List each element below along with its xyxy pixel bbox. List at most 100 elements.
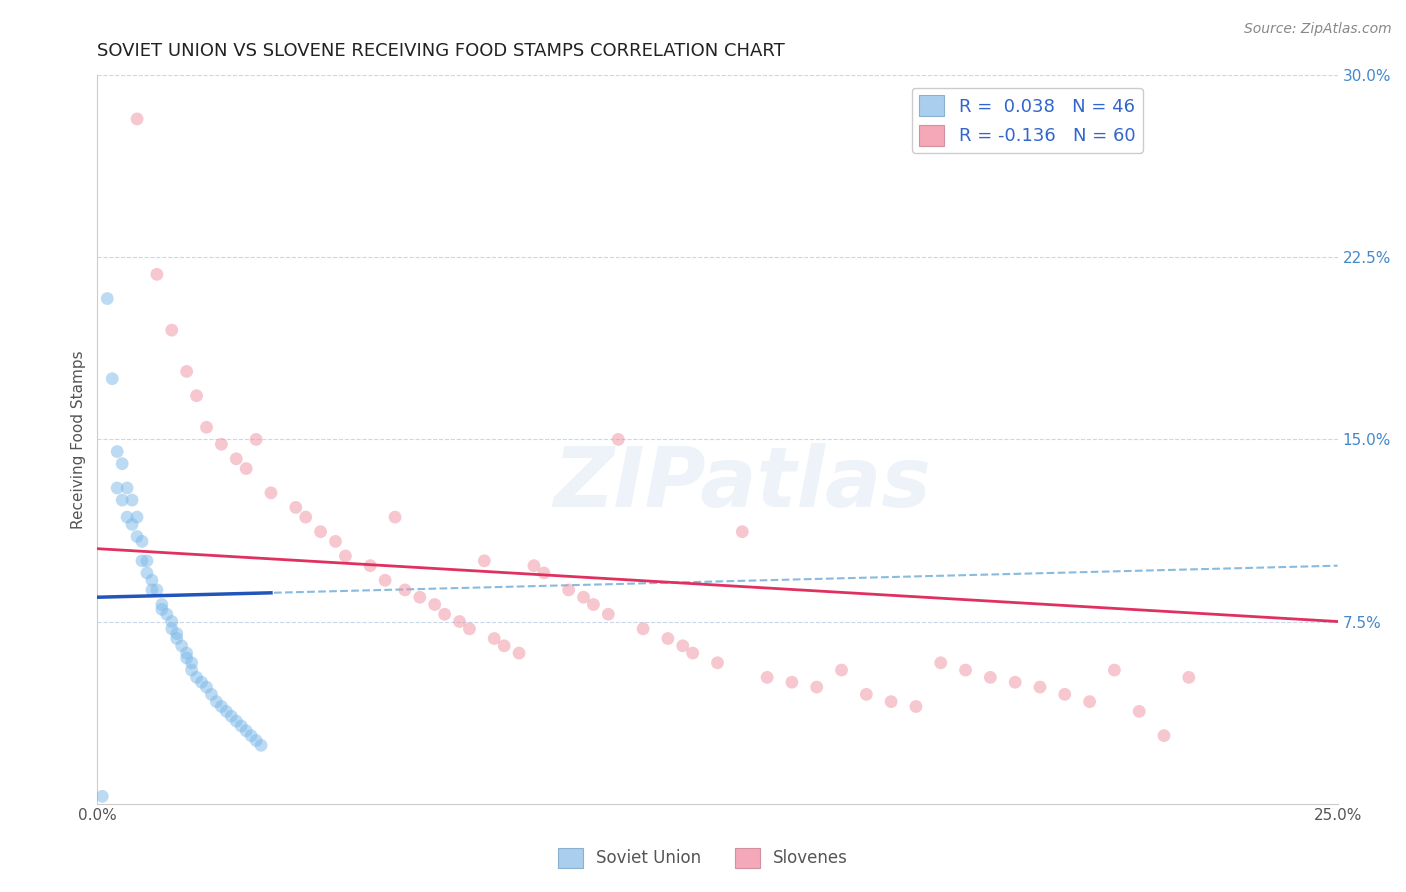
Point <box>176 364 198 378</box>
Y-axis label: Receiving Food Stamps: Receiving Food Stamps <box>72 350 86 529</box>
Point <box>657 632 679 646</box>
Point <box>141 573 163 587</box>
Point <box>880 695 903 709</box>
Point <box>205 695 228 709</box>
Point <box>533 566 555 580</box>
Point <box>101 372 124 386</box>
Point <box>756 670 779 684</box>
Point <box>235 723 257 738</box>
Point <box>96 292 118 306</box>
Point <box>472 554 495 568</box>
Point <box>706 656 728 670</box>
Point <box>672 639 695 653</box>
Point <box>186 389 208 403</box>
Point <box>160 615 183 629</box>
Point <box>831 663 853 677</box>
Point <box>136 554 159 568</box>
Point <box>166 632 188 646</box>
Point <box>160 622 183 636</box>
Point <box>284 500 307 515</box>
Point <box>572 591 595 605</box>
Point <box>215 704 238 718</box>
Point <box>394 582 416 597</box>
Point <box>111 493 134 508</box>
Point <box>180 656 202 670</box>
Point <box>111 457 134 471</box>
Point <box>1153 729 1175 743</box>
Point <box>508 646 530 660</box>
Point <box>780 675 803 690</box>
Point <box>125 112 148 126</box>
Point <box>557 582 579 597</box>
Point <box>245 733 267 747</box>
Point <box>309 524 332 539</box>
Point <box>176 651 198 665</box>
Point <box>1004 675 1026 690</box>
Point <box>240 729 263 743</box>
Point <box>221 709 243 723</box>
Point <box>146 268 169 282</box>
Point <box>231 719 253 733</box>
Point <box>294 510 316 524</box>
Point <box>1178 670 1201 684</box>
Point <box>955 663 977 677</box>
Point <box>131 554 153 568</box>
Point <box>235 461 257 475</box>
Point <box>855 687 877 701</box>
Point <box>141 582 163 597</box>
Point <box>433 607 456 622</box>
Point <box>682 646 704 660</box>
Legend: R =  0.038   N = 46, R = -0.136   N = 60: R = 0.038 N = 46, R = -0.136 N = 60 <box>911 88 1143 153</box>
Point <box>731 524 754 539</box>
Point <box>374 573 396 587</box>
Text: Source: ZipAtlas.com: Source: ZipAtlas.com <box>1244 22 1392 37</box>
Point <box>260 485 283 500</box>
Text: SOVIET UNION VS SLOVENE RECEIVING FOOD STAMPS CORRELATION CHART: SOVIET UNION VS SLOVENE RECEIVING FOOD S… <box>97 42 785 60</box>
Point <box>190 675 212 690</box>
Point <box>115 481 138 495</box>
Point <box>979 670 1001 684</box>
Point <box>582 598 605 612</box>
Point <box>125 529 148 543</box>
Point <box>631 622 654 636</box>
Point <box>325 534 347 549</box>
Point <box>195 680 218 694</box>
Point <box>105 444 128 458</box>
Point <box>1078 695 1101 709</box>
Point <box>423 598 446 612</box>
Point <box>209 699 232 714</box>
Point <box>598 607 620 622</box>
Point <box>115 510 138 524</box>
Point <box>121 493 143 508</box>
Point <box>209 437 232 451</box>
Point <box>449 615 471 629</box>
Point <box>607 433 630 447</box>
Point <box>160 323 183 337</box>
Point <box>1053 687 1076 701</box>
Point <box>146 582 169 597</box>
Point <box>170 639 193 653</box>
Point <box>1029 680 1052 694</box>
Point <box>150 602 173 616</box>
Point <box>136 566 159 580</box>
Point <box>484 632 506 646</box>
Point <box>245 433 267 447</box>
Point <box>458 622 481 636</box>
Point <box>409 591 432 605</box>
Point <box>494 639 516 653</box>
Point <box>806 680 828 694</box>
Point <box>384 510 406 524</box>
Point <box>150 598 173 612</box>
Point <box>200 687 222 701</box>
Point <box>523 558 546 573</box>
Legend: Soviet Union, Slovenes: Soviet Union, Slovenes <box>551 841 855 875</box>
Point <box>105 481 128 495</box>
Point <box>125 510 148 524</box>
Point <box>250 739 273 753</box>
Point <box>176 646 198 660</box>
Point <box>1104 663 1126 677</box>
Point <box>195 420 218 434</box>
Point <box>335 549 357 563</box>
Point <box>359 558 381 573</box>
Text: ZIPatlas: ZIPatlas <box>554 442 931 524</box>
